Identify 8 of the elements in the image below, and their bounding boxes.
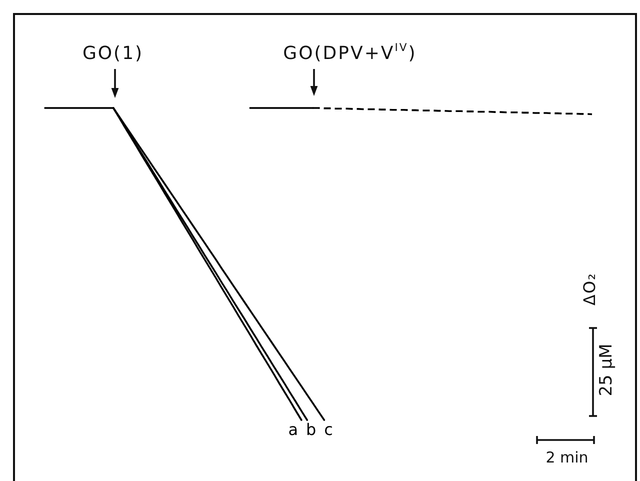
series-label: c (324, 420, 333, 440)
series-label: b (306, 420, 316, 440)
annotation: ΔO₂ (580, 272, 599, 306)
text: 25 μM (596, 344, 616, 396)
text: GO(1) (82, 43, 144, 64)
text: 2 min (546, 448, 588, 466)
series-label: a (288, 420, 298, 440)
text: GO(DPV+V$^{IV}$) (283, 40, 417, 64)
